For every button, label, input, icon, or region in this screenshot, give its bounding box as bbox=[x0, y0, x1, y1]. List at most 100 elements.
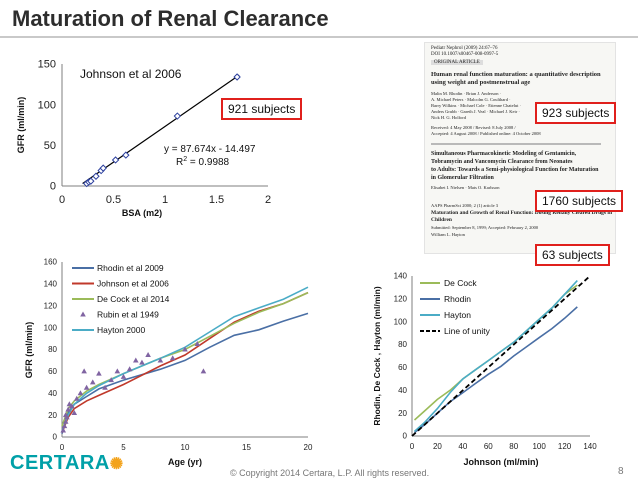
paper1-title2: using weight and postmenstrual age bbox=[431, 79, 531, 86]
legend-label: De Cock et al 2014 bbox=[97, 294, 170, 304]
series-line-rhodin bbox=[414, 306, 578, 434]
y-tick-label: 80 bbox=[48, 345, 57, 354]
x-tick-label: 10 bbox=[181, 443, 190, 452]
y-tick-label: 0 bbox=[403, 432, 408, 441]
chart2-x-label: Age (yr) bbox=[168, 457, 202, 467]
rubin-data-point bbox=[102, 384, 108, 390]
y-tick-label: 100 bbox=[38, 99, 56, 111]
chart3-x-label: Johnson (ml/min) bbox=[464, 457, 539, 467]
r-superscript: 2 bbox=[183, 156, 187, 163]
paper1-header1: Pediatr Nephrol (2009) 24:67–76 bbox=[431, 46, 498, 51]
data-point bbox=[92, 172, 100, 180]
x-tick-label: 60 bbox=[484, 442, 493, 451]
legend-label: Rhodin et al 2009 bbox=[97, 263, 164, 273]
y-tick-label: 120 bbox=[44, 301, 58, 310]
x-tick-label: 100 bbox=[532, 442, 546, 451]
rubin-data-point bbox=[182, 346, 188, 352]
rubin-data-point bbox=[157, 357, 164, 363]
series-line-de-cock bbox=[413, 284, 578, 421]
series-line-johnson-et-al-2006 bbox=[61, 291, 309, 433]
rubin-data-point bbox=[114, 368, 121, 374]
y-tick-label: 60 bbox=[398, 363, 407, 372]
rubin-data-point bbox=[133, 357, 139, 363]
chart1-x-label: BSA (m2) bbox=[122, 208, 162, 218]
legend-label: Hayton 2000 bbox=[97, 325, 145, 335]
y-tick-label: 40 bbox=[398, 386, 407, 395]
x-tick-label: 20 bbox=[304, 443, 313, 452]
subjects-923-label: 923 subjects bbox=[535, 102, 617, 124]
y-tick-label: 0 bbox=[50, 181, 56, 193]
rubin-data-point bbox=[96, 370, 102, 376]
y-tick-label: 150 bbox=[38, 59, 56, 71]
series-line-hayton bbox=[413, 280, 578, 432]
rubin-data-point bbox=[77, 390, 84, 396]
y-tick-label: 40 bbox=[48, 389, 57, 398]
data-point bbox=[99, 164, 107, 172]
paper1-tag: ORIGINAL ARTICLE bbox=[431, 60, 483, 65]
paper-divider bbox=[431, 143, 601, 145]
rubin-data-point bbox=[126, 366, 133, 372]
data-point bbox=[122, 151, 130, 159]
rubin-data-point bbox=[200, 368, 207, 374]
r-value: = 0.9988 bbox=[187, 157, 229, 168]
x-tick-label: 0.5 bbox=[106, 194, 121, 206]
x-tick-label: 80 bbox=[509, 442, 518, 451]
regression-equation: y = 87.674x - 14.497 bbox=[164, 144, 256, 155]
paper2-title2: Tobramycin and Vancomycin Clearance from… bbox=[431, 159, 573, 165]
chart1-y-label: GFR (ml/min) bbox=[16, 97, 26, 154]
rubin-data-point bbox=[169, 355, 176, 361]
y-tick-label: 80 bbox=[398, 340, 407, 349]
x-tick-label: 1.5 bbox=[209, 194, 224, 206]
data-point bbox=[111, 156, 120, 164]
copyright-text: © Copyright 2014 Certara, L.P. All right… bbox=[230, 468, 430, 478]
data-point bbox=[87, 177, 95, 185]
y-tick-label: 100 bbox=[44, 323, 58, 332]
x-tick-label: 0 bbox=[59, 194, 65, 206]
y-tick-label: 100 bbox=[394, 317, 408, 326]
y-tick-label: 20 bbox=[398, 409, 407, 418]
paper3-author: William L. Hayton bbox=[431, 232, 465, 237]
chart3-y-label: Rhodin, De Cock , Hayton (ml/min) bbox=[372, 286, 382, 425]
rubin-data-point bbox=[194, 341, 201, 347]
paper2-author: Elisabet I. Nielsen · Mats O. Karlsson bbox=[431, 185, 500, 190]
paper1-author1: Malin M. Rhodin · Brian J. Anderson · bbox=[431, 91, 502, 96]
y-tick-label: 140 bbox=[44, 280, 58, 289]
paper1-received1: Received: 4 May 2008 / Revised: 8 July 2… bbox=[431, 125, 516, 130]
paper2-title4: in Glomerular Filtration bbox=[431, 175, 494, 181]
rubin-data-point bbox=[108, 377, 114, 383]
y-tick-label: 120 bbox=[394, 295, 408, 304]
paper1-title1: Human renal function maturation: a quant… bbox=[431, 71, 601, 78]
y-tick-label: 160 bbox=[44, 258, 58, 267]
rubin-data-point bbox=[69, 403, 75, 409]
rubin-data-point bbox=[139, 359, 145, 365]
x-tick-label: 0 bbox=[60, 443, 65, 452]
legend-label: Line of unity bbox=[444, 326, 491, 336]
y-tick-label: 50 bbox=[44, 140, 56, 152]
legend-label: De Cock bbox=[444, 278, 477, 288]
legend-label: Rhodin bbox=[444, 294, 471, 304]
subjects-921-label: 921 subjects bbox=[221, 98, 303, 120]
paper1-author5: Nick H. G. Holford bbox=[431, 115, 467, 120]
sun-icon: ✺ bbox=[109, 456, 124, 473]
x-tick-label: 40 bbox=[458, 442, 467, 451]
y-tick-label: 0 bbox=[53, 433, 58, 442]
rubin-data-point bbox=[89, 379, 96, 385]
certara-logo: CERTARA✺ bbox=[10, 452, 124, 475]
page-title: Maturation of Renal Clearance bbox=[12, 6, 329, 31]
legend-label: Johnson et al 2006 bbox=[97, 279, 169, 289]
r-squared-label: R2 = 0.9988 bbox=[176, 156, 230, 168]
paper1-author2: A. Michael Peters · Malcolm G. Coulthard… bbox=[431, 97, 511, 102]
subjects-1760-label: 1760 subjects bbox=[535, 190, 624, 212]
y-tick-label: 60 bbox=[48, 367, 57, 376]
x-tick-label: 0 bbox=[410, 442, 415, 451]
data-point bbox=[173, 112, 182, 120]
legend-marker-rubin bbox=[80, 311, 86, 317]
paper3-title2: Children bbox=[431, 217, 452, 223]
x-tick-label: 2 bbox=[265, 194, 271, 206]
data-point bbox=[233, 73, 241, 81]
legend-label: Hayton bbox=[444, 310, 471, 320]
paper3-title1: Maturation and Growth of Renal Function:… bbox=[431, 210, 613, 216]
